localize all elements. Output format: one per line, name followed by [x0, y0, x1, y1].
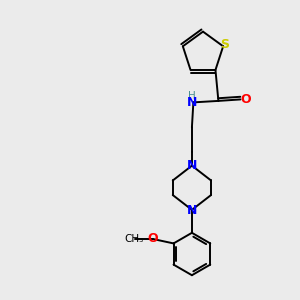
Text: N: N	[187, 204, 197, 217]
Text: O: O	[148, 232, 158, 245]
Text: H: H	[188, 91, 196, 101]
Text: N: N	[187, 159, 197, 172]
Text: O: O	[241, 93, 251, 106]
Text: N: N	[187, 96, 197, 109]
Text: CH₃: CH₃	[124, 234, 143, 244]
Text: S: S	[220, 38, 229, 51]
